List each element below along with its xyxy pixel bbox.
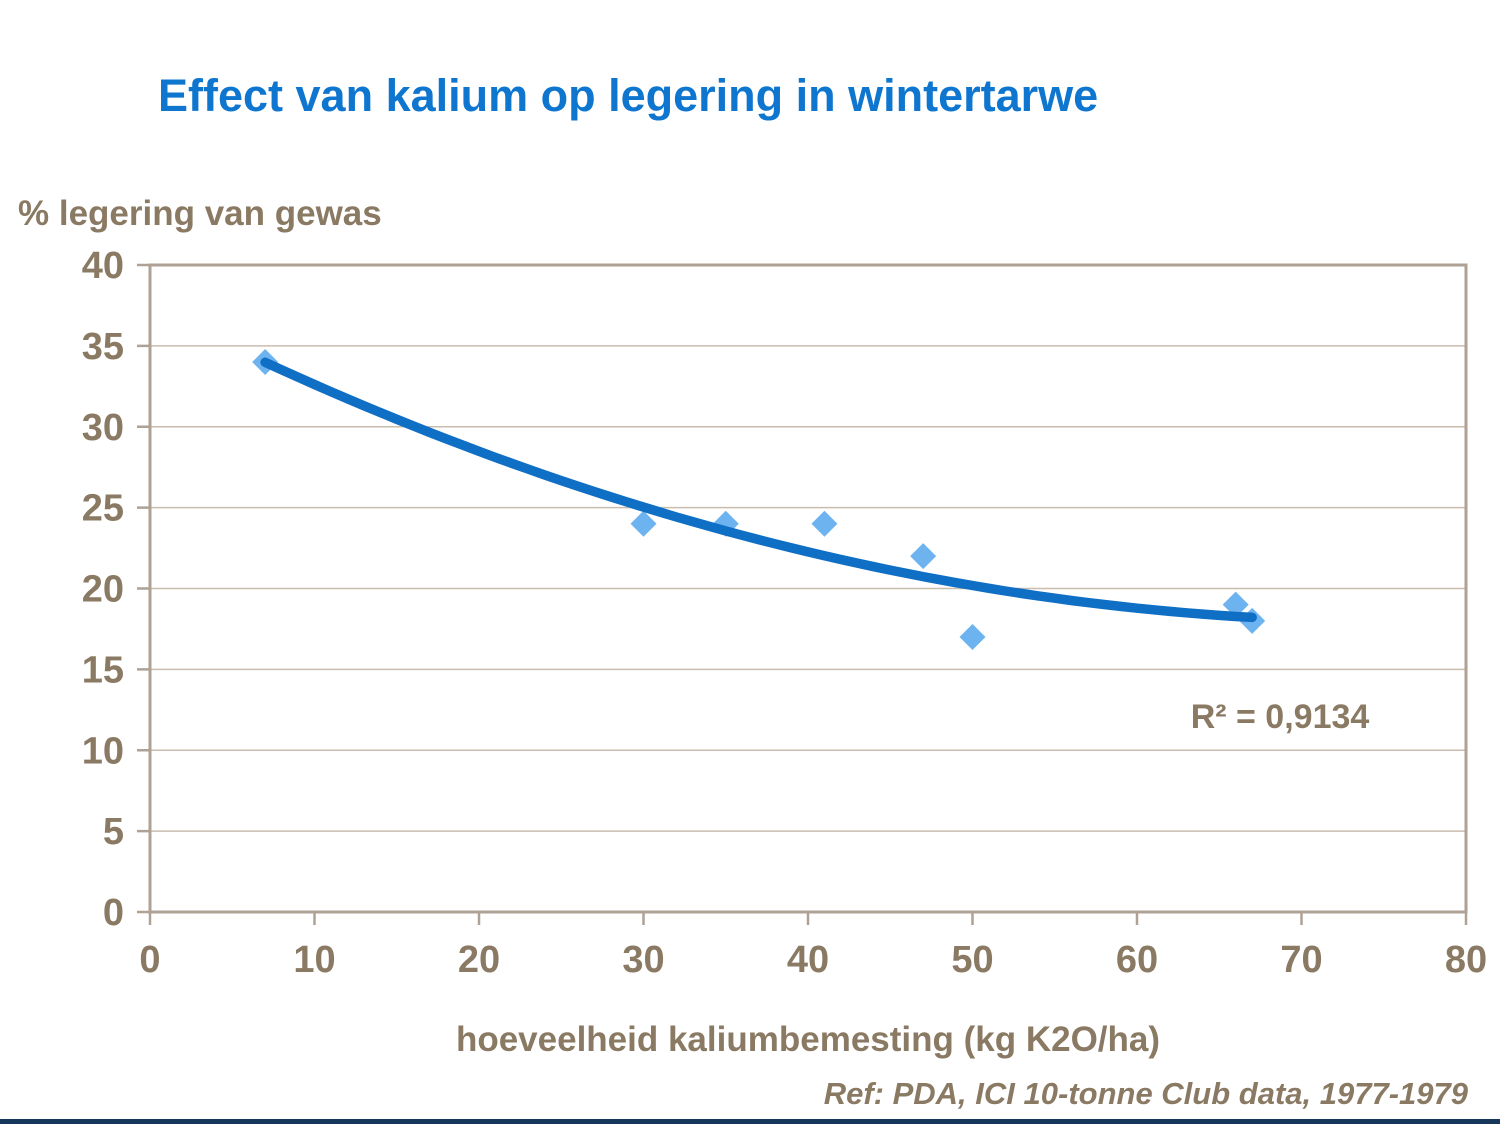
y-axis-tick-label: 5 bbox=[103, 811, 124, 853]
x-axis-tick-label: 20 bbox=[458, 939, 500, 981]
x-axis-tick-label: 10 bbox=[293, 939, 335, 981]
data-point-marker bbox=[959, 624, 986, 651]
y-axis-tick-label: 25 bbox=[82, 488, 124, 530]
x-axis-tick-label: 30 bbox=[622, 939, 664, 981]
y-axis-tick-label: 20 bbox=[82, 569, 124, 611]
data-point-marker bbox=[1222, 591, 1249, 618]
chart-title: Effect van kalium op legering in wintert… bbox=[158, 70, 1099, 121]
y-axis-title: % legering van gewas bbox=[18, 194, 382, 233]
data-point-marker bbox=[910, 543, 937, 570]
reference-text: Ref: PDA, ICI 10-tonne Club data, 1977-1… bbox=[823, 1076, 1468, 1111]
y-axis-tick-label: 15 bbox=[82, 649, 124, 691]
x-axis-tick-label: 70 bbox=[1280, 939, 1322, 981]
trendline-curve bbox=[260, 357, 1257, 623]
y-axis-tick-label: 0 bbox=[103, 892, 124, 934]
x-axis-tick-label: 80 bbox=[1445, 939, 1487, 981]
data-point-marker bbox=[811, 510, 838, 537]
x-axis-tick-label: 40 bbox=[787, 939, 829, 981]
x-axis-tick-label: 0 bbox=[139, 939, 160, 981]
footer-accent-bar bbox=[0, 1119, 1500, 1124]
y-axis-tick-label: 35 bbox=[82, 326, 124, 368]
y-axis-tick-label: 10 bbox=[82, 730, 124, 772]
data-point-marker bbox=[630, 510, 657, 537]
x-axis-tick-label: 60 bbox=[1116, 939, 1158, 981]
r-squared-annotation: R² = 0,9134 bbox=[1190, 698, 1370, 736]
x-axis-title: hoeveelheid kaliumbemesting (kg K2O/ha) bbox=[455, 1020, 1161, 1059]
y-axis-tick-label: 40 bbox=[82, 245, 124, 287]
x-axis-tick-label: 50 bbox=[951, 939, 993, 981]
y-axis-tick-label: 30 bbox=[82, 407, 124, 449]
